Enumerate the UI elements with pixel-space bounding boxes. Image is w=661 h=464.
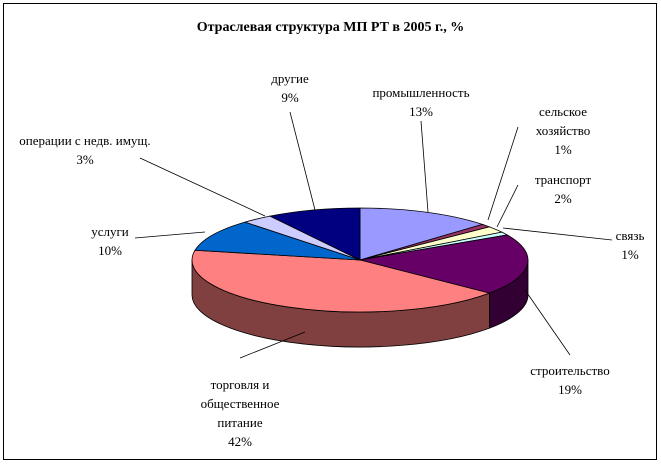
leader-line — [239, 331, 306, 359]
value-label: 19% — [558, 382, 582, 397]
leader-line — [487, 126, 519, 221]
leader-line — [139, 157, 266, 217]
value-label: 9% — [281, 90, 299, 105]
leader-line — [289, 111, 316, 211]
leader-line — [134, 231, 206, 239]
value-label: 42% — [228, 434, 252, 449]
slice-label: услуги — [91, 224, 129, 239]
value-label: 13% — [409, 104, 433, 119]
slice-label: строительство — [530, 363, 610, 378]
pie-slice — [359, 234, 529, 294]
leader-line — [502, 227, 613, 241]
slice-label: связь — [615, 228, 645, 243]
leader-line — [496, 184, 519, 228]
slice-label: сельское хозяйство — [535, 104, 591, 138]
value-label: 1% — [554, 142, 572, 157]
leader-line — [420, 120, 429, 213]
slice-label: транспорт — [534, 172, 592, 187]
value-label: 2% — [554, 191, 572, 206]
slice-label: операции с недв. имущ. — [19, 133, 151, 148]
pie-slice — [268, 207, 361, 261]
value-label: 3% — [76, 152, 94, 167]
pie-slice — [194, 221, 361, 261]
leader-line — [524, 289, 571, 356]
slice-label: другие — [271, 71, 309, 86]
slice-label: торговля и общественное питание — [200, 377, 280, 430]
value-label: 10% — [98, 243, 122, 258]
pie-slice — [191, 249, 491, 313]
chart-title: Отраслевая структура МП РТ в 2005 г., % — [196, 20, 465, 35]
pie-slice — [359, 207, 484, 261]
slice-label: промышленность — [372, 85, 470, 100]
value-label: 1% — [621, 247, 639, 262]
